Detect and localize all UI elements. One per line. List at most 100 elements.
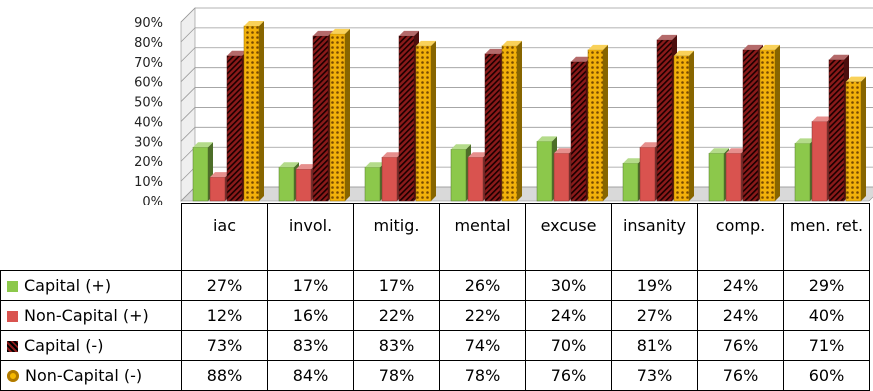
category-label: iac [181, 203, 268, 271]
data-label: 22% [439, 300, 526, 331]
bar-front [639, 147, 656, 202]
table-row: Non-Capital (+) 12% 16% 22% 22% 24% 27% 24% 40% [0, 300, 870, 331]
bar-top [829, 54, 849, 60]
table-row: Non-Capital (-) 88% 84% 78% 78% 76% 73% 76% 60% [0, 360, 870, 391]
bar-side [775, 44, 780, 201]
bar-front [708, 153, 725, 202]
legend-key-icon [7, 341, 18, 352]
bar-top [193, 142, 213, 148]
bar-side [431, 40, 436, 201]
bar-top [279, 162, 299, 168]
table-row: Capital (+) 27% 17% 17% 26% 30% 19% 24% 29% [0, 270, 870, 301]
bar-front [226, 55, 243, 202]
bar-front [484, 53, 501, 202]
category-label: comp. [697, 203, 784, 271]
bar-top [709, 148, 729, 154]
bar-side [517, 40, 522, 201]
data-label: 76% [525, 360, 612, 391]
bar-front [192, 147, 209, 202]
bar-non-capital-1 [329, 28, 350, 202]
bar-non-capital-7 [845, 76, 866, 202]
bar-top [554, 148, 574, 154]
bar-front [622, 162, 639, 202]
category-label: excuse [525, 203, 612, 271]
legend-entry: Non-Capital (-) [0, 360, 182, 391]
series-name: Non-Capital (+) [24, 306, 149, 325]
gridline [180, 47, 873, 63]
category-label: mitig. [353, 203, 440, 271]
bar-front [364, 166, 381, 202]
bar-top [468, 152, 488, 158]
y-tick-label: 0% [142, 195, 163, 205]
series-name: Non-Capital (-) [25, 366, 143, 385]
data-label: 74% [439, 330, 526, 361]
category-label: men. ret. [783, 203, 870, 271]
bar-front [398, 35, 415, 202]
bar-front [329, 33, 346, 202]
bar-top [795, 138, 815, 144]
bar-front [243, 25, 260, 202]
bar-top [760, 44, 780, 50]
legend-key-icon [7, 281, 18, 292]
data-label: 73% [181, 330, 268, 361]
bar-top [743, 44, 763, 50]
bar-top [227, 50, 247, 56]
series-name: Capital (+) [24, 276, 112, 295]
gridline [180, 67, 873, 82]
bar-front [587, 49, 604, 202]
legend-key-icon [7, 311, 18, 322]
data-label: 24% [697, 270, 784, 301]
table-row: Capital (-) 73% 83% 83% 74% 70% 81% 76% 71% [0, 330, 870, 361]
y-tick-label: 40% [134, 115, 163, 130]
data-label: 70% [525, 330, 612, 361]
gridline [180, 126, 873, 142]
data-label: 76% [697, 330, 784, 361]
gridline [180, 7, 873, 23]
y-tick-label: 10% [134, 175, 163, 190]
y-tick-label: 70% [134, 56, 163, 71]
data-label: 30% [525, 270, 612, 301]
data-label: 88% [181, 360, 268, 391]
chart-plot: 0% 10% 20% 30% 40% 50% 60% 70% 80% 90% [134, 7, 873, 205]
data-label: 83% [267, 330, 354, 361]
bar-top [313, 30, 333, 36]
bar-top [330, 28, 350, 34]
bar-side [603, 44, 608, 201]
bar-non-capital-0 [243, 20, 264, 202]
data-table: iac invol. mitig. mental excuse insanity comp.… [0, 203, 870, 391]
data-label: 24% [697, 300, 784, 331]
bar-side [689, 50, 694, 201]
bar-top [812, 116, 832, 122]
bar-front [536, 141, 553, 202]
gridline [180, 27, 873, 43]
bar-front [759, 49, 776, 202]
bar-top [451, 144, 471, 150]
bar-front [725, 153, 742, 202]
bar-non-capital-6 [759, 44, 780, 202]
bar-top [640, 142, 660, 148]
category-label: invol. [267, 203, 354, 271]
data-label: 81% [611, 330, 698, 361]
bar-front [415, 45, 432, 202]
bar-top [674, 50, 694, 56]
data-label: 60% [783, 360, 870, 391]
axis-layer: 0% 10% 20% 30% 40% 50% 60% 70% 80% 90% [134, 7, 873, 205]
data-label: 78% [439, 360, 526, 391]
data-label: 19% [611, 270, 698, 301]
data-label: 27% [611, 300, 698, 331]
bar-top [399, 30, 419, 36]
y-tick-label: 30% [134, 135, 163, 150]
y-tick-label: 80% [134, 36, 163, 51]
gridline [180, 107, 873, 122]
data-label: 29% [783, 270, 870, 301]
bar-front [467, 156, 484, 202]
bar-front [278, 166, 295, 202]
bar-top [365, 162, 385, 168]
y-tick-label: 90% [134, 16, 163, 31]
bar-front [381, 156, 398, 202]
bar-front [450, 149, 467, 202]
data-label: 22% [353, 300, 440, 331]
data-label: 12% [181, 300, 268, 331]
bar-top [657, 34, 677, 40]
legend-entry: Non-Capital (+) [0, 300, 182, 331]
